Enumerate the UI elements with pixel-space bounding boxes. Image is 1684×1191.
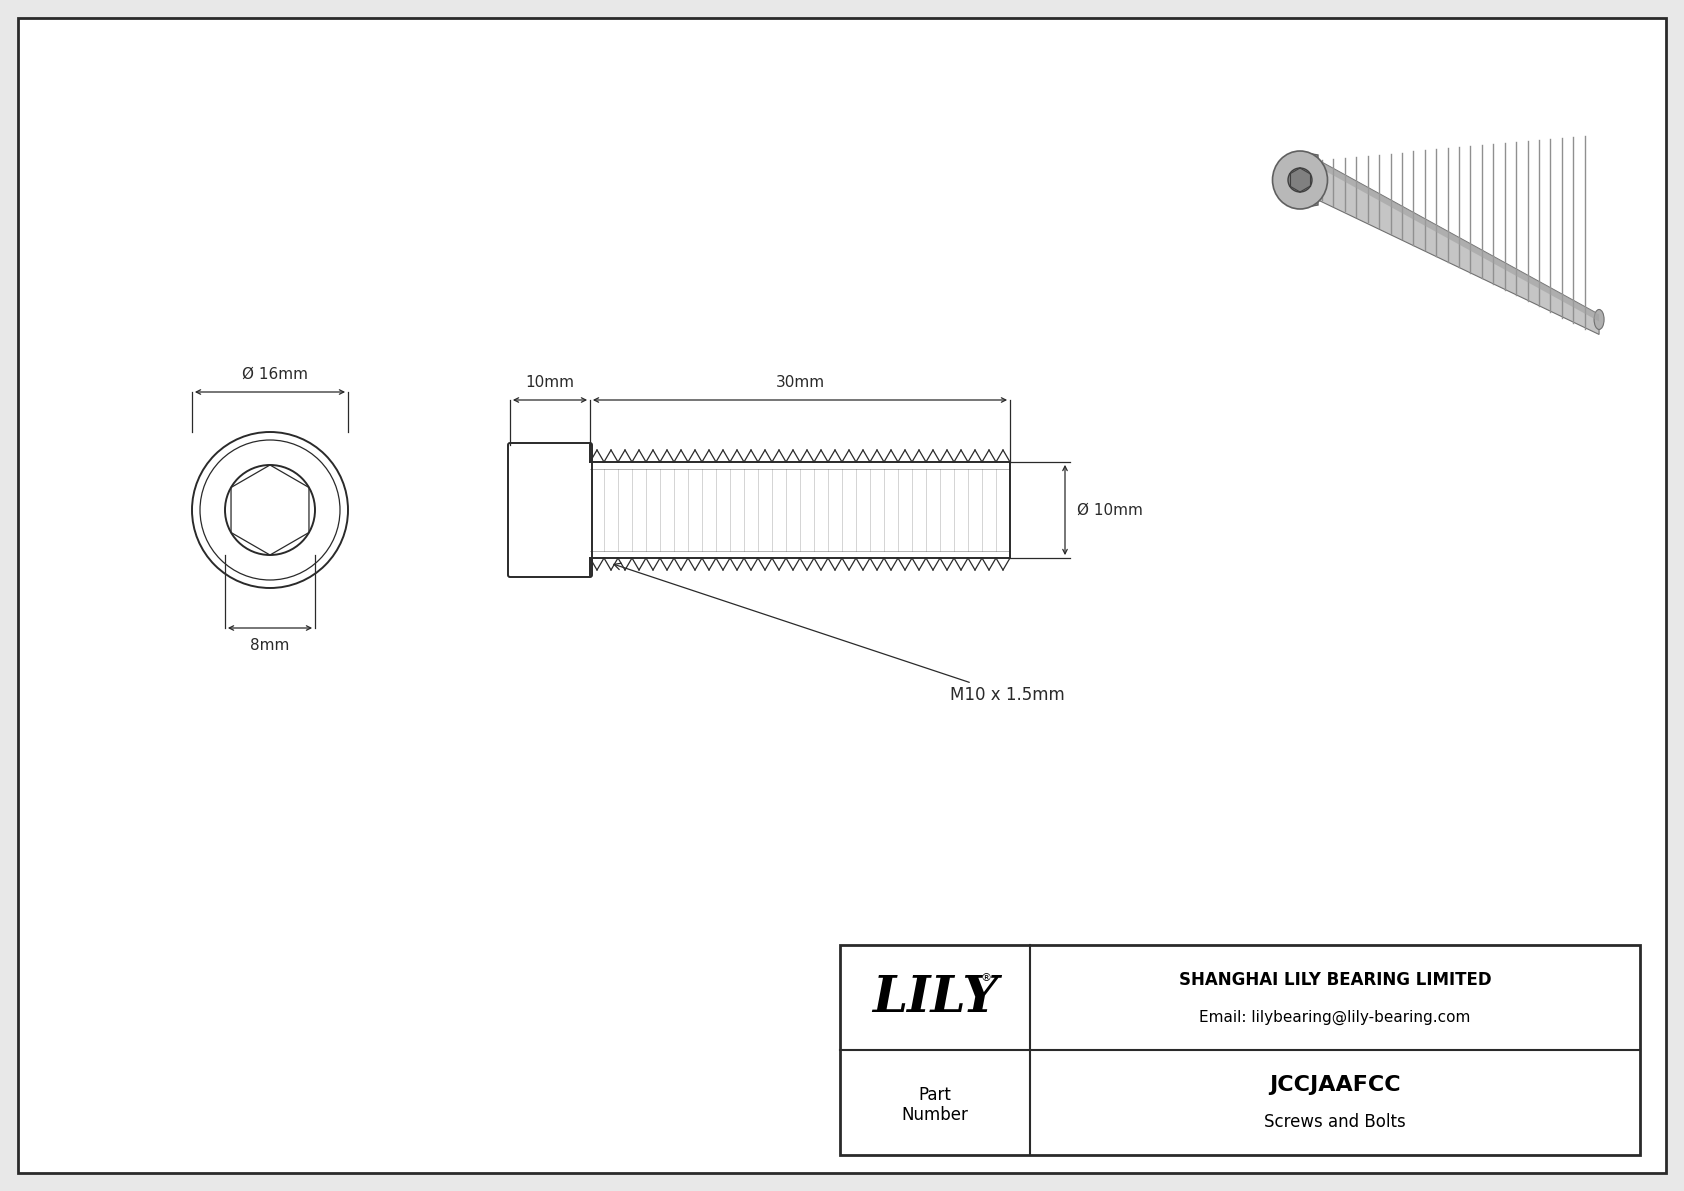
Text: Screws and Bolts: Screws and Bolts <box>1265 1114 1406 1131</box>
Polygon shape <box>1319 160 1600 322</box>
Text: SHANGHAI LILY BEARING LIMITED: SHANGHAI LILY BEARING LIMITED <box>1179 971 1492 989</box>
Text: JCCJAAFCC: JCCJAAFCC <box>1270 1075 1401 1095</box>
Polygon shape <box>1300 152 1319 208</box>
Ellipse shape <box>1595 310 1605 330</box>
Text: 8mm: 8mm <box>251 638 290 653</box>
Ellipse shape <box>1273 151 1327 208</box>
Text: Ø 16mm: Ø 16mm <box>242 367 308 382</box>
Text: M10 x 1.5mm: M10 x 1.5mm <box>615 563 1064 704</box>
Text: Email: lilybearing@lily-bearing.com: Email: lilybearing@lily-bearing.com <box>1199 1010 1470 1024</box>
Polygon shape <box>1319 160 1600 335</box>
Text: 30mm: 30mm <box>775 375 825 389</box>
Ellipse shape <box>1288 168 1312 192</box>
Text: Part
Number: Part Number <box>901 1086 968 1124</box>
Text: ®: ® <box>980 973 990 983</box>
Bar <box>840 944 1640 1155</box>
Text: Ø 10mm: Ø 10mm <box>1078 503 1143 518</box>
Text: 10mm: 10mm <box>525 375 574 389</box>
Text: LILY: LILY <box>872 973 999 1023</box>
